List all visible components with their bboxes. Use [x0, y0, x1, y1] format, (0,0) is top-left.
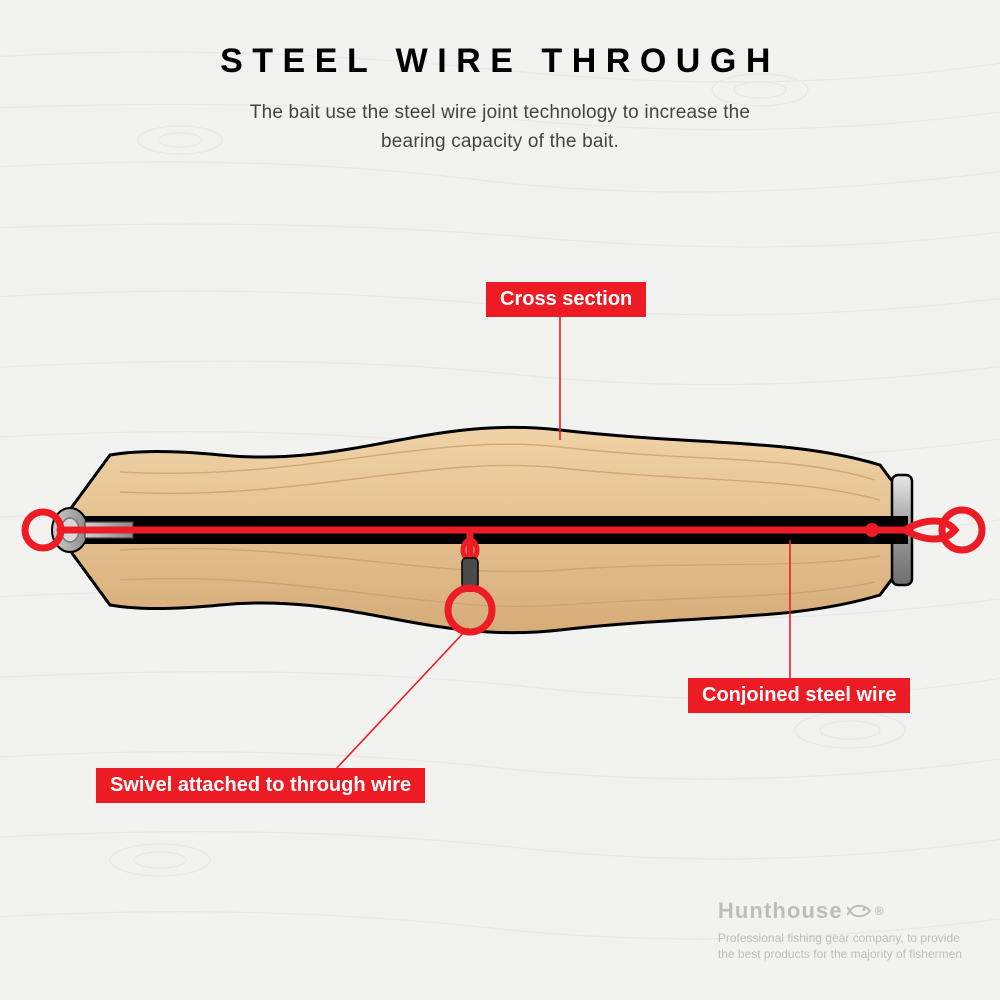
brand-tag-1: Professional fishing gear company, to pr… [718, 931, 960, 945]
brand-footer: Hunthouse ® Professional fishing gear co… [718, 898, 962, 962]
bait-diagram [0, 250, 1000, 810]
fish-icon [847, 902, 871, 920]
label-cross-section: Cross section [486, 282, 646, 317]
label-conjoined-wire: Conjoined steel wire [688, 678, 910, 713]
registered-icon: ® [875, 904, 885, 918]
brand-tag-2: the best products for the majority of fi… [718, 947, 962, 961]
subtitle-line2: bearing capacity of the bait. [381, 131, 619, 152]
label-swivel: Swivel attached to through wire [96, 768, 425, 803]
brand-name-text: Hunthouse [718, 898, 843, 924]
subtitle: The bait use the steel wire joint techno… [0, 99, 1000, 156]
subtitle-line1: The bait use the steel wire joint techno… [250, 102, 750, 123]
page-title: STEEL WIRE THROUGH [0, 0, 1000, 81]
